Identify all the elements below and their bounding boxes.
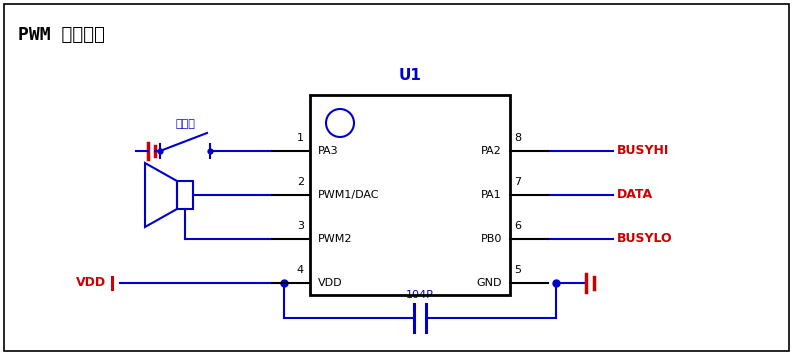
Text: BUSYHI: BUSYHI <box>617 144 669 158</box>
Text: VDD: VDD <box>76 277 106 289</box>
Text: PWM1/DAC: PWM1/DAC <box>318 190 380 200</box>
Text: PB0: PB0 <box>481 234 502 244</box>
Text: DATA: DATA <box>617 189 653 202</box>
Text: 8: 8 <box>514 133 521 143</box>
Text: 2: 2 <box>297 177 304 187</box>
Text: 3: 3 <box>297 221 304 231</box>
Text: PA3: PA3 <box>318 146 339 156</box>
Text: U1: U1 <box>399 68 421 83</box>
Text: BUSYLO: BUSYLO <box>617 233 672 246</box>
Text: PWM 参考电路: PWM 参考电路 <box>18 26 105 44</box>
Text: 4: 4 <box>297 265 304 275</box>
Text: PWM2: PWM2 <box>318 234 353 244</box>
Text: 1: 1 <box>297 133 304 143</box>
Text: PA2: PA2 <box>481 146 502 156</box>
Text: 7: 7 <box>514 177 521 187</box>
Text: VDD: VDD <box>318 278 343 288</box>
Text: PA1: PA1 <box>481 190 502 200</box>
Text: 测试键: 测试键 <box>175 119 195 129</box>
Text: 104P: 104P <box>406 290 434 300</box>
Bar <box>177 181 193 209</box>
Bar <box>310 95 510 295</box>
Text: 5: 5 <box>514 265 521 275</box>
Text: 6: 6 <box>514 221 521 231</box>
Text: GND: GND <box>477 278 502 288</box>
